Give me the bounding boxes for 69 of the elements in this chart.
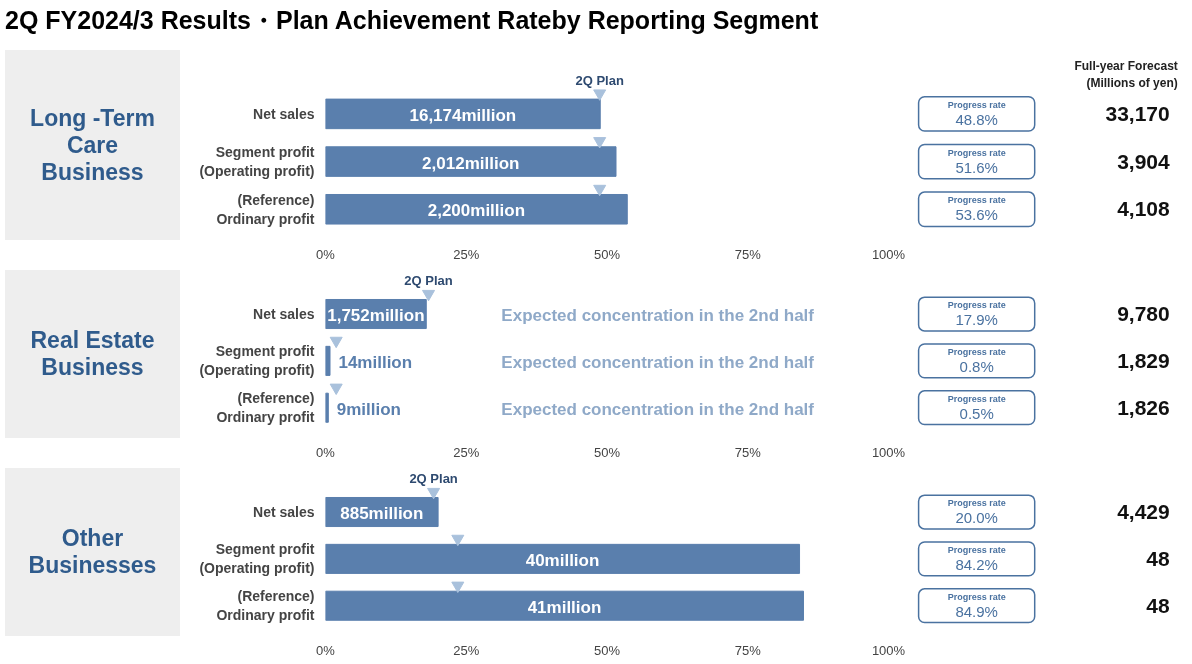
annotation: Expected concentration in the 2nd half [501,352,815,372]
y-tick-label: (Reference) Ordinary profit [216,390,315,426]
bar [325,590,804,621]
x-tick-label: 25% [453,444,480,460]
x-tick-label: 0% [316,246,336,262]
annotation: 2,012million [422,153,520,173]
annotation: Expected concentration in the 2nd half [501,399,815,419]
text: 9,780 [1117,302,1170,326]
bar [325,146,617,177]
text: 1,829 [1117,348,1170,372]
y-tick-label: Net sales [253,105,315,122]
y-tick-label: Segment profit (Operating profit) [199,343,315,379]
annotation: 2,200million [427,201,526,221]
y-tick-label: Net sales [253,504,315,521]
bar [325,345,331,376]
x-tick-label: 50% [593,642,621,658]
data-label: Progress rate 20.0% [947,498,1006,527]
annotation: 14million [338,352,413,372]
chart-title: 2Q FY2024/3 Results・Plan Achievement Rateby Reporting Segment [5,5,819,35]
annotation: 41million [527,597,602,617]
bar [325,543,801,574]
text: 48 [1146,593,1171,617]
y-tick-label: (Reference) Ordinary profit [216,191,315,227]
bar [325,98,601,130]
bar [325,193,628,225]
series-label: 2Q Plan [575,72,624,88]
data-label: Progress rate 53.6% [947,195,1006,224]
series-label: 2Q Plan [404,273,453,289]
x-tick-label: 0% [316,642,336,658]
x-tick-label: 75% [734,444,762,460]
text: 3,904 [1117,149,1171,173]
data-label: Progress rate 0.5% [947,393,1006,422]
annotation: 1,752million [327,305,425,325]
x-tick-label: 50% [593,246,621,262]
data-label: Progress rate 0.8% [947,347,1006,376]
x-tick-label: 100% [871,642,906,658]
bar [325,392,329,423]
annotation: 9million [336,399,401,419]
x-tick-label: 25% [453,246,480,262]
text: 48 [1146,546,1171,570]
x-tick-label: 0% [316,444,336,460]
x-tick-label: 50% [593,444,621,460]
text: 33,170 [1105,101,1170,125]
x-tick-label: 100% [871,444,906,460]
y-tick-label: Segment profit (Operating profit) [199,143,315,180]
annotation: 885million [340,503,424,523]
y-axis-title: Real Estate Business [30,327,155,381]
data-label: Progress rate 84.2% [947,545,1006,574]
series-label: 2Q Plan [409,471,458,487]
data-label: Progress rate 84.9% [947,591,1006,620]
x-tick-label: 75% [734,642,762,658]
text: 4,429 [1117,500,1170,524]
y-tick-label: (Reference) Ordinary profit [216,588,315,624]
annotation: 16,174million [409,105,517,125]
data-label: Progress rate 48.8% [947,100,1006,129]
y-tick-label: Segment profit (Operating profit) [199,541,315,577]
annotation: Expected concentration in the 2nd half [501,305,815,325]
data-label: Progress rate 17.9% [947,300,1006,329]
text: 1,826 [1117,395,1170,419]
text: 4,108 [1117,197,1171,221]
x-tick-label: 75% [734,246,762,262]
y-axis-title: Long -Term Care Business [30,104,155,186]
x-tick-label: 25% [453,642,480,658]
y-tick-label: Net sales [253,306,315,323]
y-axis-title: Other Businesses [28,525,157,579]
text: Full-year Forecast (Millions of yen) [1074,59,1178,91]
x-tick-label: 100% [871,246,906,262]
data-label: Progress rate 51.6% [947,147,1006,176]
annotation: 40million [525,550,600,570]
